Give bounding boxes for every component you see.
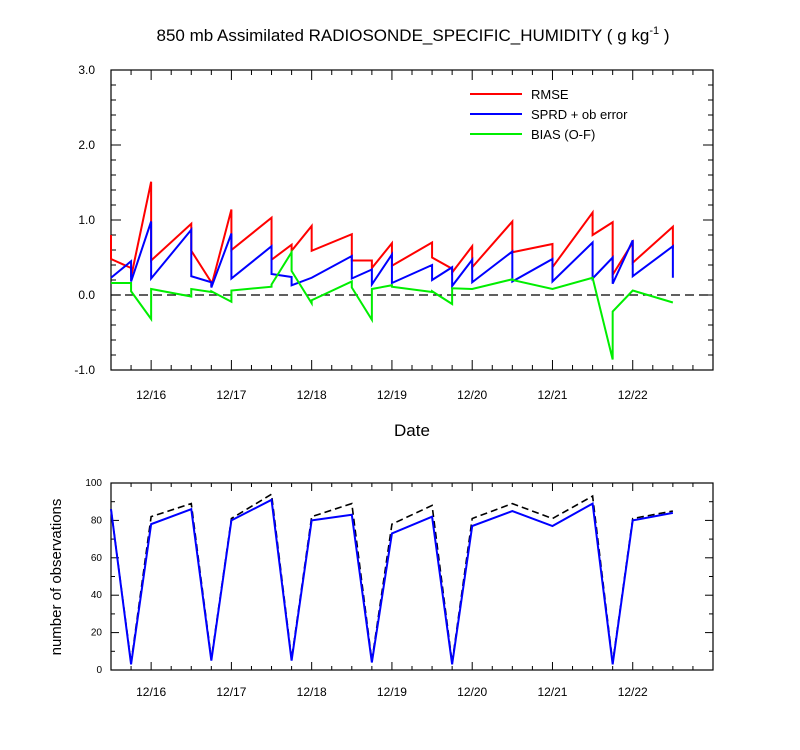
x-tick-label: 12/17 [216, 388, 246, 402]
series-line-bias-o-f [111, 248, 674, 360]
x-tick-label: 12/17 [216, 685, 246, 699]
x-tick-label: 12/21 [537, 388, 567, 402]
x-tick-label: 12/16 [136, 388, 166, 402]
top-x-axis-title: Date [394, 421, 430, 440]
y-tick-label: 0.0 [78, 288, 95, 302]
x-tick-label: 12/21 [537, 685, 567, 699]
x-tick-label: 12/22 [618, 685, 648, 699]
title-superscript: -1 [649, 25, 659, 37]
y-tick-label: 40 [91, 590, 103, 601]
y-tick-label: 80 [91, 515, 103, 526]
x-tick-label: 12/18 [297, 388, 327, 402]
y-tick-label: 60 [91, 553, 103, 564]
title-main: 850 mb Assimilated RADIOSONDE_SPECIFIC_H… [157, 26, 650, 45]
series-line-possible-observations [110, 492, 674, 663]
legend-label: RMSE [531, 87, 569, 102]
y-tick-label: 20 [91, 628, 103, 639]
y-tick-label: 3.0 [78, 63, 95, 77]
chart-title: 850 mb Assimilated RADIOSONDE_SPECIFIC_H… [157, 25, 670, 45]
x-tick-label: 12/18 [297, 685, 327, 699]
x-tick-label: 12/16 [136, 685, 166, 699]
x-tick-label: 12/20 [457, 685, 487, 699]
bottom-y-axis-title: number of observations [48, 499, 65, 656]
y-tick-label: 2.0 [78, 138, 95, 152]
y-tick-label: 100 [85, 478, 102, 489]
series-line-assimilated-observations [110, 498, 674, 665]
legend-label: SPRD + ob error [531, 107, 628, 122]
legend: RMSE SPRD + ob error BIAS (O-F) [470, 87, 628, 142]
title-end: ) [659, 26, 669, 45]
series-line-sprd-ob-error [110, 221, 674, 289]
plot-frame [110, 482, 714, 671]
x-tick-label: 12/19 [377, 388, 407, 402]
top-panel: 12/16 12/17 12/18 12/19 12/20 12/21 12/22 3.0 2.… [74, 63, 714, 402]
y-tick-label: 1.0 [78, 213, 95, 227]
y-tick-label: -1.0 [74, 363, 95, 377]
legend-label: BIAS (O-F) [531, 127, 595, 142]
x-tick-label: 12/22 [618, 388, 648, 402]
x-tick-label: 12/20 [457, 388, 487, 402]
x-tick-label: 12/19 [377, 685, 407, 699]
bottom-panel: 12/16 12/17 12/18 12/19 12/20 12/21 12/22 100 80… [85, 478, 714, 699]
y-tick-label: 0 [96, 665, 102, 676]
